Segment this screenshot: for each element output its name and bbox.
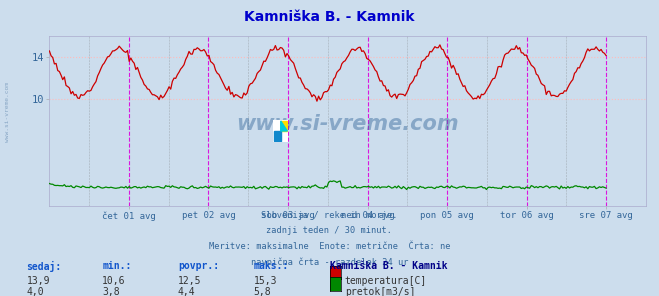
Text: Meritve: maksimalne  Enote: metrične  Črta: ne: Meritve: maksimalne Enote: metrične Črta… xyxy=(209,242,450,251)
Text: 12,5: 12,5 xyxy=(178,276,202,286)
Text: sedaj:: sedaj: xyxy=(26,261,61,272)
Text: navpična črta - razdelek 24 ur: navpična črta - razdelek 24 ur xyxy=(251,257,408,267)
Text: maks.:: maks.: xyxy=(254,261,289,271)
Text: min.:: min.: xyxy=(102,261,132,271)
Polygon shape xyxy=(274,131,281,141)
Text: 15,3: 15,3 xyxy=(254,276,277,286)
Text: Kamniška B. - Kamnik: Kamniška B. - Kamnik xyxy=(244,10,415,24)
Text: Slovenija / reke in morje.: Slovenija / reke in morje. xyxy=(261,211,398,220)
Text: 4,0: 4,0 xyxy=(26,287,44,296)
Text: 10,6: 10,6 xyxy=(102,276,126,286)
Polygon shape xyxy=(281,121,287,131)
Text: 5,8: 5,8 xyxy=(254,287,272,296)
Text: 3,8: 3,8 xyxy=(102,287,120,296)
Text: 13,9: 13,9 xyxy=(26,276,50,286)
Text: pretok[m3/s]: pretok[m3/s] xyxy=(345,287,415,296)
Text: zadnji teden / 30 minut.: zadnji teden / 30 minut. xyxy=(266,226,393,235)
Polygon shape xyxy=(281,121,287,131)
Text: www.si-vreme.com: www.si-vreme.com xyxy=(5,83,11,142)
Text: 4,4: 4,4 xyxy=(178,287,196,296)
Text: www.si-vreme.com: www.si-vreme.com xyxy=(237,114,459,134)
Text: temperatura[C]: temperatura[C] xyxy=(345,276,427,286)
Text: povpr.:: povpr.: xyxy=(178,261,219,271)
Text: Kamniška B. - Kamnik: Kamniška B. - Kamnik xyxy=(330,261,447,271)
